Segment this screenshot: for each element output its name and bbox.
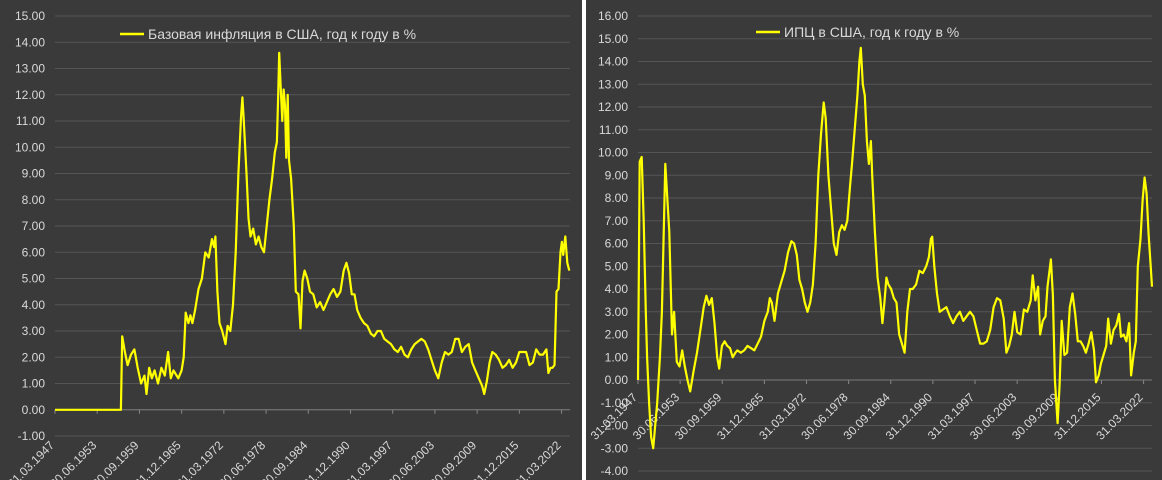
y-tick-label: 2.00	[22, 350, 46, 364]
x-tick-label: 30.09.2009	[427, 438, 480, 480]
y-tick-label: 14.00	[598, 55, 628, 69]
x-tick-label: 31.03.1972	[174, 438, 227, 480]
y-tick-label: 8.00	[605, 191, 629, 205]
y-tick-label: 5.00	[22, 272, 46, 286]
y-tick-label: -4.00	[601, 464, 629, 478]
y-tick-label: 8.00	[22, 193, 46, 207]
x-tick-label: 31.03.1947	[5, 438, 58, 480]
cpi-chart: -4.00 -3.00 -2.00 -1.00 0.00 1.00 2.00 3.00 4.00…	[588, 9, 1154, 478]
y-tick-label: 12.00	[598, 100, 628, 114]
x-tick-label: 30.06.1978	[216, 438, 269, 480]
series-line	[55, 51, 571, 411]
y-tick-label: 3.00	[22, 324, 46, 338]
y-tick-label: 9.00	[605, 168, 629, 182]
x-tick-label: 31.12.2015	[469, 438, 522, 480]
legend: Базовая инфляция в США, год к году в %	[120, 26, 416, 42]
y-tick-label: -3.00	[601, 441, 629, 455]
core-inflation-chart-panel: -1.00 0.00 1.00 2.00 3.00 4.00 5.00 6.00 7.00 8.0…	[0, 0, 582, 480]
y-tick-label: -1.00	[601, 396, 629, 410]
y-tick-label: 15.00	[15, 9, 45, 23]
y-tick-label: 15.00	[598, 32, 628, 46]
y-tick-label: 16.00	[598, 9, 628, 23]
y-tick-label: 13.00	[598, 77, 628, 91]
gridlines	[638, 15, 1152, 472]
y-tick-label: 1.00	[605, 350, 629, 364]
y-tick-label: 9.00	[22, 167, 46, 181]
y-tick-label: 1.00	[22, 377, 46, 391]
y-tick-label: 7.00	[22, 219, 46, 233]
legend: ИПЦ в США, год к году в %	[756, 24, 959, 40]
cpi-chart-panel: -4.00 -3.00 -2.00 -1.00 0.00 1.00 2.00 3.00 4.00…	[586, 0, 1162, 480]
y-tick-label: 12.00	[15, 88, 45, 102]
y-tick-label: 13.00	[15, 62, 45, 76]
y-tick-label: 10.00	[598, 146, 628, 160]
y-tick-label: 5.00	[605, 259, 629, 273]
y-tick-label: 4.00	[605, 282, 629, 296]
x-tick-label: 30.09.1984	[258, 438, 311, 480]
x-tick-label: 31.03.1997	[342, 438, 395, 480]
y-axis-ticks: -1.00 0.00 1.00 2.00 3.00 4.00 5.00 6.00 7.00 8.0…	[15, 9, 45, 443]
gridlines	[55, 15, 570, 437]
y-tick-label: 10.00	[15, 140, 45, 154]
x-axis-ticks: 31.03.194730.06.195330.09.195931.12.1965…	[588, 380, 1146, 443]
y-tick-label: 4.00	[22, 298, 46, 312]
y-tick-label: 0.00	[22, 403, 46, 417]
x-tick-label: 31.03.2022	[511, 438, 564, 480]
x-axis-ticks: 31.03.194730.06.195330.09.195931.12.1965…	[5, 409, 564, 480]
y-tick-label: -1.00	[18, 429, 46, 443]
x-tick-label: 30.06.1953	[47, 438, 100, 480]
x-tick-label: 30.06.2003	[385, 438, 438, 480]
x-tick-label: 30.09.1959	[89, 438, 142, 480]
legend-label: Базовая инфляция в США, год к году в %	[148, 26, 416, 42]
legend-label: ИПЦ в США, год к году в %	[784, 24, 959, 40]
y-tick-label: 11.00	[16, 114, 45, 128]
y-tick-label: 6.00	[22, 245, 46, 259]
y-tick-label: 0.00	[605, 373, 629, 387]
x-tick-label: 31.12.1965	[131, 438, 184, 480]
y-tick-label: -2.00	[601, 419, 629, 433]
y-tick-label: 3.00	[605, 305, 629, 319]
x-tick-label: 31.12.1990	[300, 438, 353, 480]
y-tick-label: 14.00	[15, 35, 45, 49]
y-tick-label: 2.00	[605, 328, 629, 342]
core-inflation-chart: -1.00 0.00 1.00 2.00 3.00 4.00 5.00 6.00 7.00 8.0…	[5, 9, 571, 480]
series-line	[636, 46, 1154, 450]
y-tick-label: 7.00	[605, 214, 629, 228]
y-tick-label: 6.00	[605, 237, 629, 251]
y-tick-label: 11.00	[599, 123, 628, 137]
y-axis-ticks: -4.00 -3.00 -2.00 -1.00 0.00 1.00 2.00 3.00 4.00…	[598, 9, 628, 478]
